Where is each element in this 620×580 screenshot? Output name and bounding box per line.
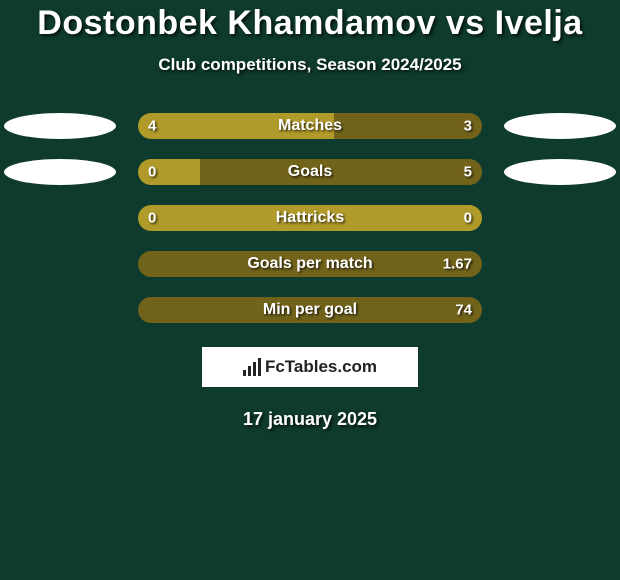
brand-text: FcTables.com: [265, 357, 377, 377]
player1-bar-fill: [138, 159, 200, 185]
page-title: Dostonbek Khamdamov vs Ivelja: [0, 4, 620, 43]
player1-bar-fill: [138, 205, 482, 231]
player2-value: 1.67: [443, 256, 472, 273]
subtitle: Club competitions, Season 2024/2025: [0, 55, 620, 75]
player2-value: 5: [464, 164, 472, 181]
player1-logo-placeholder: [4, 159, 116, 185]
bar-chart-icon: [243, 358, 261, 376]
stat-row: Min per goal74: [0, 287, 620, 333]
player1-bar-fill: [138, 113, 334, 139]
player2-value: 74: [455, 302, 472, 319]
brand-badge[interactable]: FcTables.com: [202, 347, 418, 387]
stat-row: Hattricks00: [0, 195, 620, 241]
stat-bar: Goals05: [138, 159, 482, 185]
player1-logo-placeholder: [4, 113, 116, 139]
date-label: 17 january 2025: [0, 409, 620, 430]
stat-bar: Min per goal74: [138, 297, 482, 323]
stat-label: Goals per match: [138, 255, 482, 273]
player2-logo-placeholder: [504, 159, 616, 185]
stat-row: Goals05: [0, 149, 620, 195]
player2-logo-placeholder: [504, 113, 616, 139]
stat-bar: Hattricks00: [138, 205, 482, 231]
stat-bar: Goals per match1.67: [138, 251, 482, 277]
comparison-infographic: Dostonbek Khamdamov vs Ivelja Club compe…: [0, 0, 620, 580]
player2-value: 3: [464, 118, 472, 135]
stat-bar: Matches43: [138, 113, 482, 139]
stat-row: Goals per match1.67: [0, 241, 620, 287]
stat-row: Matches43: [0, 103, 620, 149]
stat-rows: Matches43 Goals05 Hattricks00 Goals per mat…: [0, 103, 620, 333]
stat-label: Min per goal: [138, 301, 482, 319]
